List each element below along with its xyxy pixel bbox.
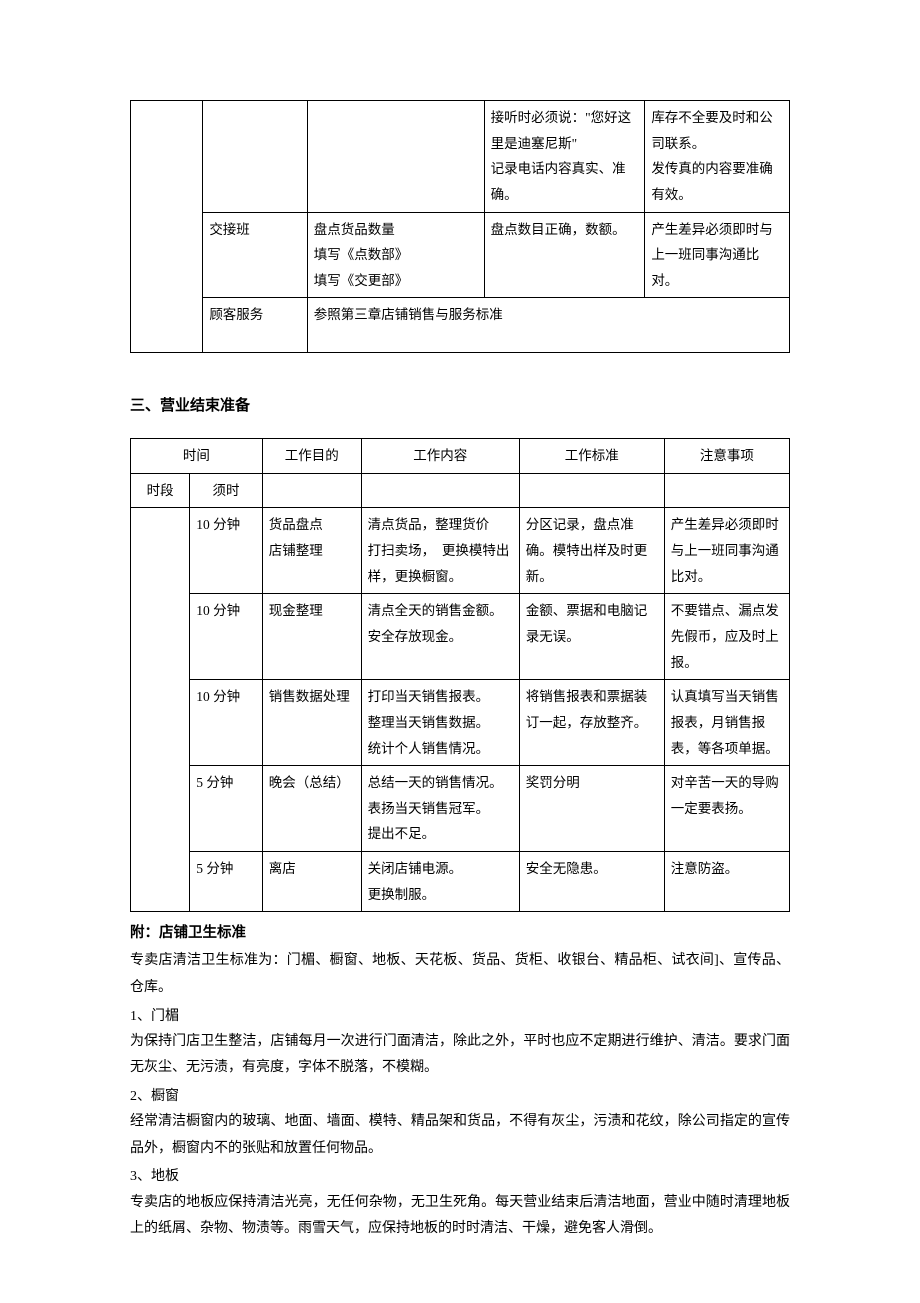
table-row: 10 分钟 货品盘点店铺整理 清点货品，整理货价打扫卖场， 更换模特出样，更换橱… bbox=[131, 508, 790, 594]
appendix-intro: 专卖店清洁卫生标准为：门楣、橱窗、地板、天花板、货品、货柜、收银台、精品柜、试衣… bbox=[130, 948, 790, 1001]
table-row: 5 分钟 晚会（总结） 总结一天的销售情况。表扬当天销售冠军。提出不足。 奖罚分… bbox=[131, 766, 790, 852]
cell-purpose: 现金整理 bbox=[262, 594, 361, 680]
cell-content: 总结一天的销售情况。表扬当天销售冠军。提出不足。 bbox=[361, 766, 519, 852]
cell-standard: 将销售报表和票据装订一起，存放整齐。 bbox=[519, 680, 664, 766]
table-row: 5 分钟 离店 关闭店铺电源。更换制服。 安全无隐患。 注意防盗。 bbox=[131, 852, 790, 912]
header-purpose: 工作目的 bbox=[262, 439, 361, 474]
item-text: 专卖店的地板应保持清洁光亮，无任何杂物，无卫生死角。每天营业结束后清洁地面，营业… bbox=[130, 1190, 790, 1243]
appendix-title: 附：店铺卫生标准 bbox=[130, 920, 790, 946]
cell-standard: 接听时必须说："您好这里是迪塞尼斯"记录电话内容真实、准确。 bbox=[484, 101, 645, 213]
subheader-dur: 须时 bbox=[190, 473, 262, 508]
cell-category bbox=[131, 101, 203, 353]
table-row: 10 分钟 现金整理 清点全天的销售金额。安全存放现金。 金额、票据和电脑记录无… bbox=[131, 594, 790, 680]
cell-purpose: 离店 bbox=[262, 852, 361, 912]
cell-empty bbox=[664, 473, 789, 508]
cell-duration: 10 分钟 bbox=[190, 594, 262, 680]
cell-content: 关闭店铺电源。更换制服。 bbox=[361, 852, 519, 912]
cell-note: 对辛苦一天的导购一定要表扬。 bbox=[664, 766, 789, 852]
table-row: 交接班 盘点货品数量填写《点数部》填写《交更部》 盘点数目正确，数额。 产生差异… bbox=[131, 212, 790, 298]
table-row: 接听时必须说："您好这里是迪塞尼斯"记录电话内容真实、准确。 库存不全要及时和公… bbox=[131, 101, 790, 213]
cell-task: 交接班 bbox=[203, 212, 307, 298]
cell-standard: 金额、票据和电脑记录无误。 bbox=[519, 594, 664, 680]
item-number: 3、地板 bbox=[130, 1164, 790, 1189]
cell-duration: 5 分钟 bbox=[190, 852, 262, 912]
cell-content: 清点全天的销售金额。安全存放现金。 bbox=[361, 594, 519, 680]
cell-note: 认真填写当天销售报表，月销售报表，等各项单据。 bbox=[664, 680, 789, 766]
operations-table-continued: 接听时必须说："您好这里是迪塞尼斯"记录电话内容真实、准确。 库存不全要及时和公… bbox=[130, 100, 790, 353]
section-heading: 三、营业结束准备 bbox=[130, 393, 790, 420]
cell-duration: 5 分钟 bbox=[190, 766, 262, 852]
table-header-row: 时间 工作目的 工作内容 工作标准 注意事项 bbox=[131, 439, 790, 474]
header-standard: 工作标准 bbox=[519, 439, 664, 474]
cell-note: 产生差异必须即时与上一班同事沟通比对。 bbox=[664, 508, 789, 594]
cell-standard: 奖罚分明 bbox=[519, 766, 664, 852]
item-text: 经常清洁橱窗内的玻璃、地面、墙面、模特、精品架和货品，不得有灰尘，污渍和花纹，除… bbox=[130, 1109, 790, 1162]
cell-content bbox=[307, 101, 484, 213]
cell-content: 打印当天销售报表。整理当天销售数据。统计个人销售情况。 bbox=[361, 680, 519, 766]
cell-note: 不要错点、漏点发先假币，应及时上报。 bbox=[664, 594, 789, 680]
header-time: 时间 bbox=[131, 439, 263, 474]
cell-purpose: 晚会（总结） bbox=[262, 766, 361, 852]
cell-purpose: 货品盘点店铺整理 bbox=[262, 508, 361, 594]
item-number: 2、橱窗 bbox=[130, 1084, 790, 1109]
cell-task bbox=[203, 101, 307, 213]
subheader-seg: 时段 bbox=[131, 473, 190, 508]
closing-prep-table: 时间 工作目的 工作内容 工作标准 注意事项 时段 须时 10 分钟 货品盘点店… bbox=[130, 438, 790, 912]
cell-content: 盘点货品数量填写《点数部》填写《交更部》 bbox=[307, 212, 484, 298]
cell-task: 顾客服务 bbox=[203, 298, 307, 353]
cell-standard: 分区记录，盘点准确。模特出样及时更新。 bbox=[519, 508, 664, 594]
table-row: 顾客服务 参照第三章店铺销售与服务标准 bbox=[131, 298, 790, 353]
cell-purpose: 销售数据处理 bbox=[262, 680, 361, 766]
cell-duration: 10 分钟 bbox=[190, 680, 262, 766]
cell-note: 注意防盗。 bbox=[664, 852, 789, 912]
item-number: 1、门楣 bbox=[130, 1004, 790, 1029]
cell-note: 产生差异必须即时与上一班同事沟通比对。 bbox=[645, 212, 790, 298]
cell-empty bbox=[361, 473, 519, 508]
cell-empty bbox=[262, 473, 361, 508]
cell-duration: 10 分钟 bbox=[190, 508, 262, 594]
cell-segment bbox=[131, 508, 190, 912]
cell-note: 库存不全要及时和公司联系。发传真的内容要准确有效。 bbox=[645, 101, 790, 213]
cell-standard: 盘点数目正确，数额。 bbox=[484, 212, 645, 298]
item-text: 为保持门店卫生整洁，店铺每月一次进行门面清洁，除此之外，平时也应不定期进行维护、… bbox=[130, 1029, 790, 1082]
table-row: 10 分钟 销售数据处理 打印当天销售报表。整理当天销售数据。统计个人销售情况。… bbox=[131, 680, 790, 766]
cell-standard: 安全无隐患。 bbox=[519, 852, 664, 912]
cell-content: 清点货品，整理货价打扫卖场， 更换模特出样，更换橱窗。 bbox=[361, 508, 519, 594]
cell-merged: 参照第三章店铺销售与服务标准 bbox=[307, 298, 789, 353]
header-content: 工作内容 bbox=[361, 439, 519, 474]
table-subheader-row: 时段 须时 bbox=[131, 473, 790, 508]
cell-empty bbox=[519, 473, 664, 508]
header-note: 注意事项 bbox=[664, 439, 789, 474]
